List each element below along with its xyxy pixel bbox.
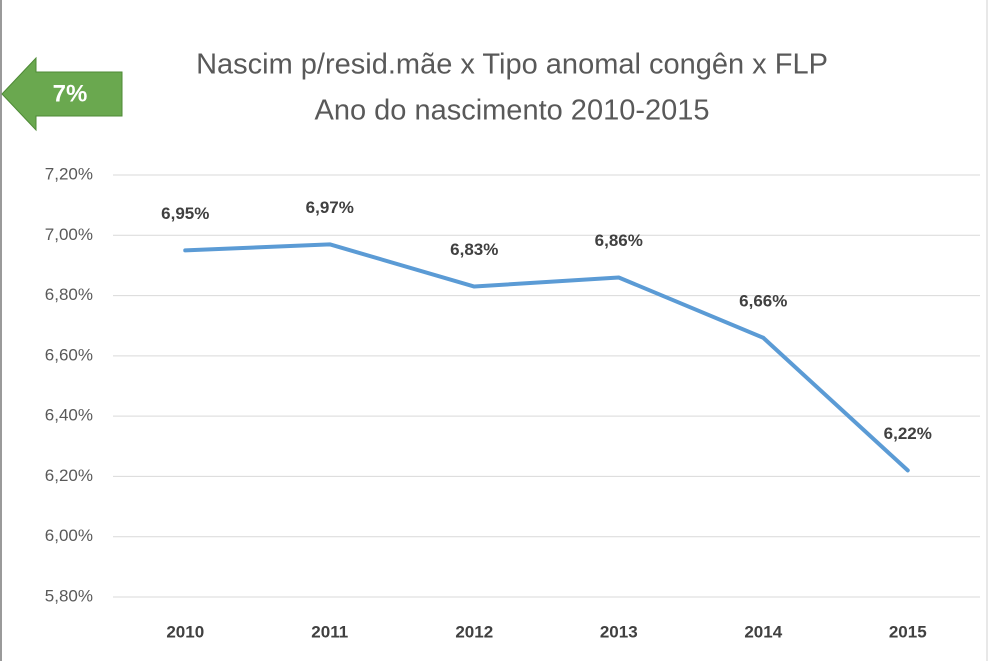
data-label: 6,97% (306, 198, 354, 217)
data-label: 6,66% (739, 291, 787, 310)
x-tick-label: 2012 (455, 622, 493, 641)
data-label: 6,83% (450, 240, 498, 259)
badge-arrow (1, 56, 123, 132)
x-tick-label: 2010 (166, 622, 204, 641)
x-tick-label: 2015 (889, 622, 927, 641)
y-tick-label: 6,40% (45, 406, 93, 425)
badge-label: 7% (53, 80, 88, 107)
data-label: 6,95% (161, 204, 209, 223)
y-tick-label: 7,00% (45, 225, 93, 244)
chart-title: Nascim p/resid.mãe x Tipo anomal congên … (196, 49, 828, 81)
data-label: 6,22% (884, 424, 932, 443)
data-label: 6,86% (595, 231, 643, 250)
y-tick-label: 6,20% (45, 466, 93, 485)
y-tick-label: 5,80% (45, 586, 93, 605)
x-tick-label: 2014 (744, 622, 782, 641)
x-tick-label: 2013 (600, 622, 638, 641)
y-tick-label: 6,60% (45, 345, 93, 364)
chart-subtitle: Ano do nascimento 2010-2015 (314, 95, 709, 127)
y-tick-label: 6,80% (45, 285, 93, 304)
y-tick-label: 7,20% (45, 164, 93, 183)
data-line (183, 242, 910, 473)
x-tick-label: 2011 (311, 622, 348, 641)
y-tick-label: 6,00% (45, 526, 93, 545)
